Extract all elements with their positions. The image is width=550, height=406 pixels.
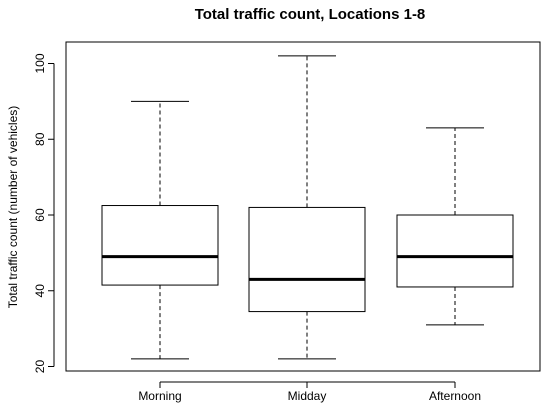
box-midday [248,55,366,360]
iqr-box [248,206,366,313]
iqr-box [396,214,514,288]
chart-title: Total traffic count, Locations 1-8 [195,6,426,23]
y-tick-label: 80 [33,132,47,146]
y-tick-label: 40 [33,284,47,298]
x-tick-label: Afternoon [429,389,481,403]
box-morning [101,100,219,360]
y-tick-label: 20 [33,360,47,374]
x-tick-label: Midday [288,389,327,403]
x-tick-label: Morning [138,389,181,403]
y-tick-label: 100 [33,53,47,73]
x-axis: Morning Midday Afternoon [138,381,481,403]
iqr-box [101,205,219,286]
box-plots [101,55,514,360]
box-afternoon [396,127,514,326]
y-axis: 20 40 60 80 100 [33,53,55,374]
y-axis-label: Total traffic count (number of vehicles) [6,106,20,309]
y-tick-label: 60 [33,208,47,222]
plot-frame [65,41,541,372]
